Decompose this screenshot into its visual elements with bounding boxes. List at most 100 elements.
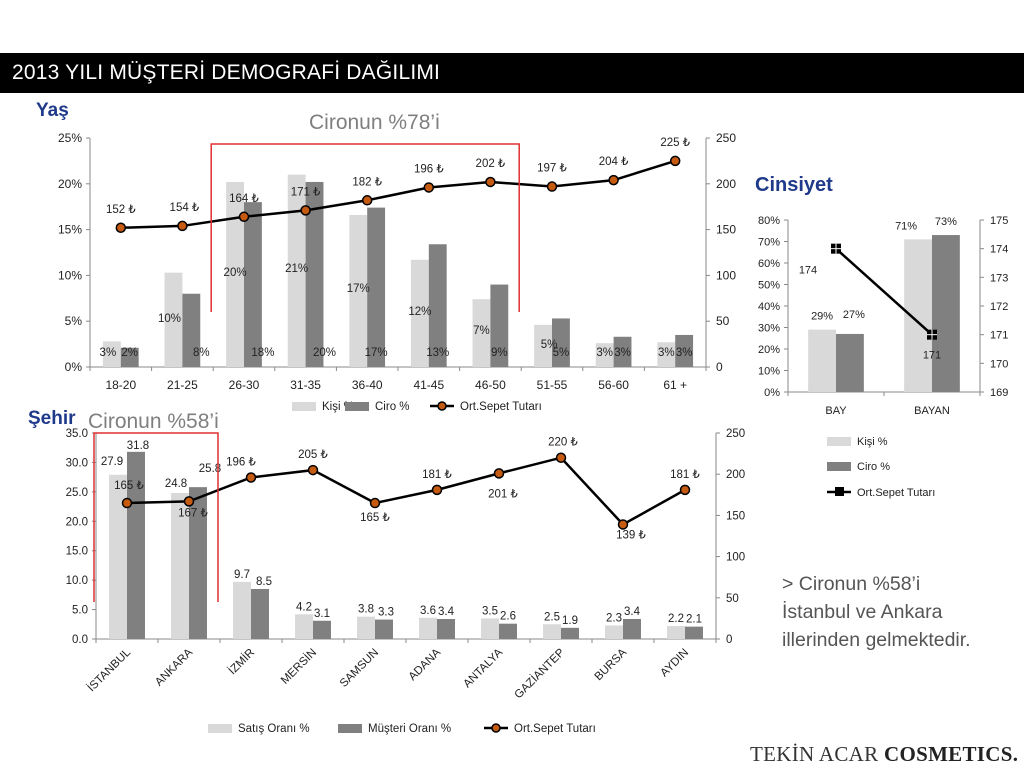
bar-label-series2: 17% — [365, 347, 388, 359]
line-point — [245, 472, 257, 483]
line-series-sepet — [126, 456, 686, 527]
left-tick-label: 15% — [58, 223, 82, 237]
highlight-label-sehir: Cironun %58’i — [88, 410, 219, 433]
bar-series2-antalya — [499, 623, 517, 639]
category-label: BAYAN — [914, 405, 950, 417]
line-point — [238, 211, 250, 223]
bar-series1-samsun — [357, 616, 375, 639]
bar-series1-18-20 — [102, 341, 121, 367]
line-label: 164 ₺ — [229, 193, 259, 205]
note-line-3: illerinden gelmektedir. — [782, 629, 971, 651]
bar-label-series1: 3.6 — [420, 605, 436, 617]
line-point — [617, 519, 629, 530]
left-tick-label: 40% — [758, 301, 780, 313]
bar-series2-i-zmi-r — [251, 588, 269, 639]
right-tick-label: 171 — [990, 330, 1008, 342]
bar-series1-i-zmi-r — [233, 581, 251, 639]
bar-label-series2: 9% — [491, 347, 508, 359]
category-label: 26-30 — [229, 378, 260, 392]
bar-series2-bayan — [932, 235, 960, 392]
bar-label-series2: 31.8 — [127, 440, 149, 452]
left-tick-label: 0.0 — [72, 634, 88, 646]
right-tick-label: 100 — [726, 552, 745, 564]
right-tick-label: 100 — [716, 268, 736, 282]
title-bar: 2013 YILI MÜŞTERİ DEMOGRAFİ DAĞILIMI — [0, 53, 1024, 93]
category-label: 56-60 — [598, 378, 629, 392]
left-tick-label: 25% — [58, 131, 82, 145]
bar-series2-bursa — [623, 618, 641, 639]
line-label: 167 ₺ — [178, 507, 208, 519]
bar-label-series1: 21% — [285, 263, 308, 275]
legend-label-1: Satış Oranı % — [238, 723, 310, 735]
bar-series2-61 — [675, 334, 694, 367]
section-label-yas: Yaş — [36, 100, 69, 121]
bar-series2-adana — [437, 618, 455, 639]
bar-label-series2: 2.1 — [686, 614, 702, 626]
category-label: ANTALYA — [461, 646, 505, 690]
bar-series1-26-30 — [226, 181, 244, 367]
section-label-cinsiyet: Cinsiyet — [755, 174, 833, 196]
bar-series2-36-40 — [367, 207, 386, 367]
bar-label-series2: 3.4 — [624, 606, 641, 618]
right-tick-label: 169 — [990, 387, 1008, 399]
category-label: 18-20 — [105, 378, 136, 392]
line-label: 154 ₺ — [170, 202, 200, 214]
line-label: 171 ₺ — [291, 186, 321, 198]
line-point — [669, 155, 681, 167]
bar-label-series1: 3% — [596, 347, 613, 359]
bar-series1-41-45 — [410, 259, 429, 367]
right-tick-label: 0 — [716, 360, 723, 374]
legend-label-3: Ort.Sepet Tutarı — [857, 487, 935, 499]
line-label: 201 ₺ — [488, 488, 518, 500]
bar-label-series1: 7% — [473, 325, 490, 337]
legend-label-3: Ort.Sepet Tutarı — [460, 401, 542, 413]
bar-label-series2: 25.8 — [199, 463, 221, 475]
right-tick-label: 174 — [990, 244, 1008, 256]
category-label: ANKARA — [153, 646, 195, 688]
left-tick-label: 70% — [758, 237, 780, 249]
bar-series2-51-55 — [552, 318, 570, 367]
line-point — [493, 468, 505, 479]
line-series-sepet — [835, 247, 933, 336]
brand-bold: COSMETICS. — [883, 742, 1019, 766]
line-point — [369, 497, 381, 509]
bar-label-series1: 4.2 — [296, 601, 312, 613]
line-point — [555, 452, 567, 463]
legend-marker — [437, 401, 447, 411]
bar-label-series2: 3.3 — [378, 607, 394, 619]
bar-label-series1: 3.5 — [482, 605, 498, 617]
highlight-bracket — [93, 432, 219, 602]
bar-series2-bay — [836, 333, 864, 392]
right-tick-label: 200 — [726, 469, 745, 481]
legend-marker — [835, 487, 844, 496]
bar-series1-adana — [419, 617, 437, 639]
bar-series1-51-55 — [534, 324, 552, 367]
bar-label-series1: 29% — [811, 311, 833, 323]
legend-swatch-1 — [208, 724, 232, 733]
bar-series1-ankara — [171, 493, 189, 639]
bar-label-series1: 3% — [100, 347, 117, 359]
bar-series1-56-60 — [595, 343, 614, 367]
legend-label-2: Müşteri Oranı % — [368, 723, 451, 735]
bar-series2-i-stanbul — [127, 451, 145, 639]
highlight-bracket — [210, 143, 520, 312]
left-tick-label: 20.0 — [66, 516, 88, 528]
bar-label-series2: 3.4 — [438, 606, 455, 618]
page-title: 2013 YILI MÜŞTERİ DEMOGRAFİ DAĞILIMI — [12, 61, 441, 84]
bar-label-series2: 18% — [251, 347, 274, 359]
bar-label-series1: 3.8 — [358, 604, 374, 616]
bar-series2-samsun — [375, 619, 393, 639]
category-label: ADANA — [407, 646, 444, 683]
bar-series1-36-40 — [349, 214, 368, 367]
brand-light: TEKİN ACAR — [750, 742, 879, 766]
section-label-sehir: Şehir — [28, 408, 76, 429]
bar-label-series1: 27.9 — [101, 456, 123, 468]
right-tick-label: 250 — [716, 131, 736, 145]
left-tick-label: 20% — [58, 177, 82, 191]
left-tick-label: 5% — [65, 314, 83, 328]
bar-label-series2: 5% — [553, 347, 570, 359]
right-tick-label: 173 — [990, 272, 1008, 284]
left-tick-label: 0% — [65, 360, 83, 374]
